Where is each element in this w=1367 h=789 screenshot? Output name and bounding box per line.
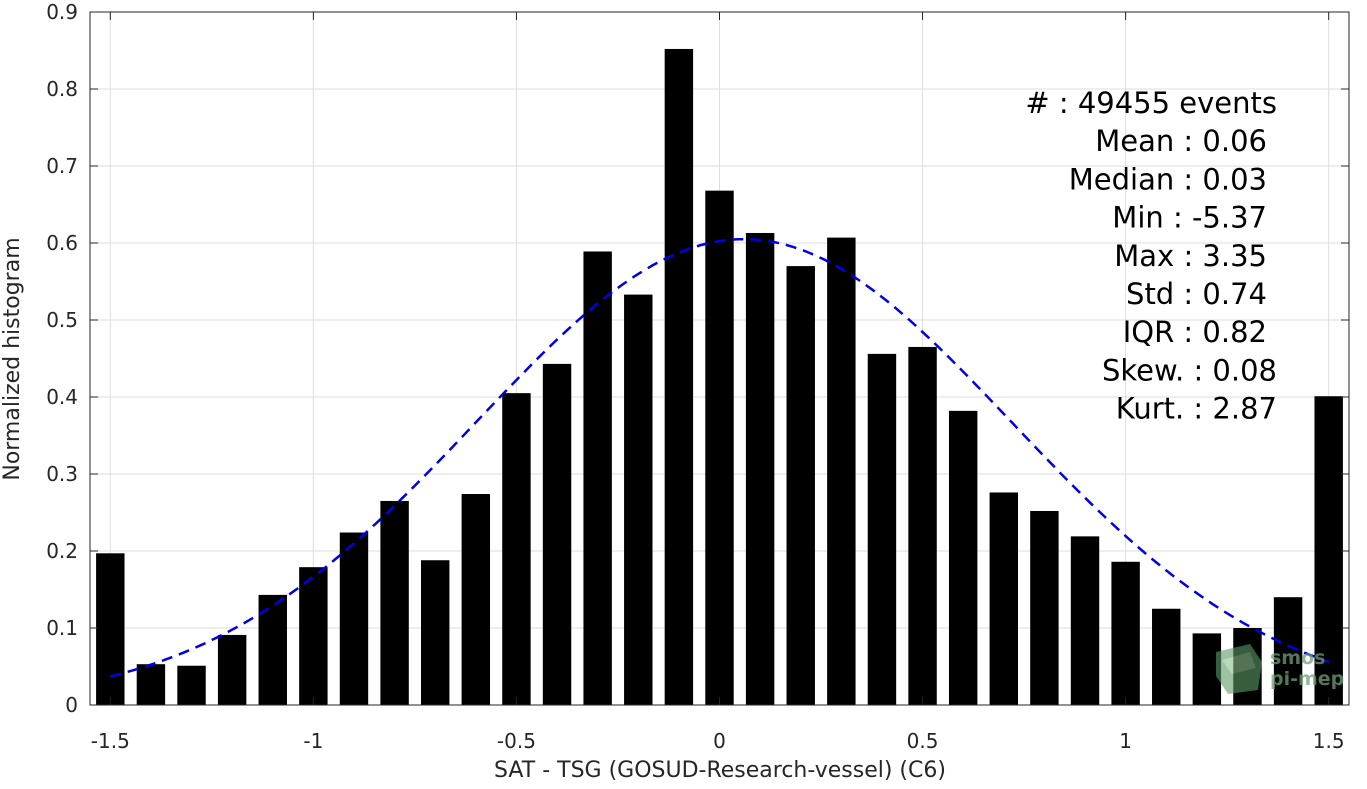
histogram-bar <box>258 594 287 705</box>
histogram-bar <box>989 492 1019 705</box>
stat-line: IQR : 0.82 <box>1123 315 1267 349</box>
stat-line: Median : 0.03 <box>1069 162 1267 196</box>
histogram-bar <box>461 494 491 705</box>
stat-line: Std : 0.74 <box>1126 277 1267 311</box>
histogram-bar <box>339 532 369 705</box>
x-tick-label: 0 <box>713 729 726 753</box>
watermark-line1: smos <box>1270 647 1325 669</box>
histogram-bar <box>177 665 206 705</box>
y-tick-label: 0.8 <box>46 77 78 101</box>
x-tick-label: -1 <box>303 729 323 753</box>
histogram-bar <box>96 553 125 705</box>
y-tick-label: 0.4 <box>46 385 78 409</box>
histogram-bar <box>908 346 937 705</box>
stat-line: Max : 3.35 <box>1114 239 1267 273</box>
stat-line: Min : -5.37 <box>1112 201 1267 235</box>
histogram-bar <box>624 294 653 705</box>
y-axis-title: Normalized histogram <box>0 237 25 480</box>
x-tick-label: 0.5 <box>907 729 939 753</box>
histogram-bar <box>136 664 166 705</box>
statistics-annotation: # : 49455 events Mean : 0.06 Median : 0.03… <box>1025 86 1277 426</box>
axis-ticks <box>90 11 1349 706</box>
y-tick-label: 0.3 <box>46 462 78 486</box>
histogram-bar <box>1030 510 1059 705</box>
x-axis-title: SAT - TSG (GOSUD-Research-vessel) (C6) <box>494 758 946 783</box>
histogram-bar <box>1152 608 1181 705</box>
histogram-bar <box>542 363 572 705</box>
x-tick-label: 1 <box>1119 729 1132 753</box>
watermark-line2: pi-mep <box>1270 668 1344 690</box>
histogram-bar <box>1314 396 1343 705</box>
histogram-bar <box>867 353 897 705</box>
y-tick-label: 0.5 <box>46 308 78 332</box>
histogram-bar <box>217 634 247 705</box>
histogram-bar <box>1111 561 1140 705</box>
smos-pi-mep-watermark: smos pi-mep <box>1216 644 1344 694</box>
stat-line: Mean : 0.06 <box>1095 124 1267 158</box>
histogram-bar <box>583 251 612 705</box>
histogram-bar <box>705 190 734 705</box>
histogram-bar <box>380 500 409 705</box>
histogram-bar <box>827 237 856 706</box>
y-tick-label: 0 <box>65 693 78 717</box>
y-tick-label: 0.6 <box>46 231 78 255</box>
x-tick-label: -1.5 <box>91 729 130 753</box>
x-tick-labels: -1.5 -1 -0.5 0 0.5 1 1.5 <box>91 729 1345 753</box>
histogram-bar <box>502 393 531 705</box>
stat-line: Skew. : 0.08 <box>1102 353 1277 387</box>
histogram-bar <box>745 232 775 706</box>
y-tick-label: 0.7 <box>46 154 78 178</box>
y-tick-label: 0.1 <box>46 616 78 640</box>
x-tick-label: -0.5 <box>497 729 536 753</box>
histogram-bar <box>786 266 815 705</box>
bars <box>96 48 1343 706</box>
histogram-bar <box>420 560 450 705</box>
histogram-bar <box>664 48 694 705</box>
stat-line: Kurt. : 2.87 <box>1116 392 1277 426</box>
y-tick-label: 0.9 <box>46 0 78 24</box>
histogram-bar <box>948 410 978 705</box>
stat-line: # : 49455 events <box>1025 86 1277 120</box>
y-tick-labels: 0 0.1 0.2 0.3 0.4 0.5 0.6 0.7 0.8 0.9 <box>46 0 78 717</box>
smos-logo-icon <box>1216 644 1262 694</box>
histogram-bar <box>1273 597 1303 705</box>
histogram-bar <box>1070 536 1100 705</box>
histogram-bar <box>299 567 328 705</box>
x-tick-label: 1.5 <box>1313 729 1345 753</box>
gaussian-fit-curve <box>109 237 1330 678</box>
y-tick-label: 0.2 <box>46 539 78 563</box>
